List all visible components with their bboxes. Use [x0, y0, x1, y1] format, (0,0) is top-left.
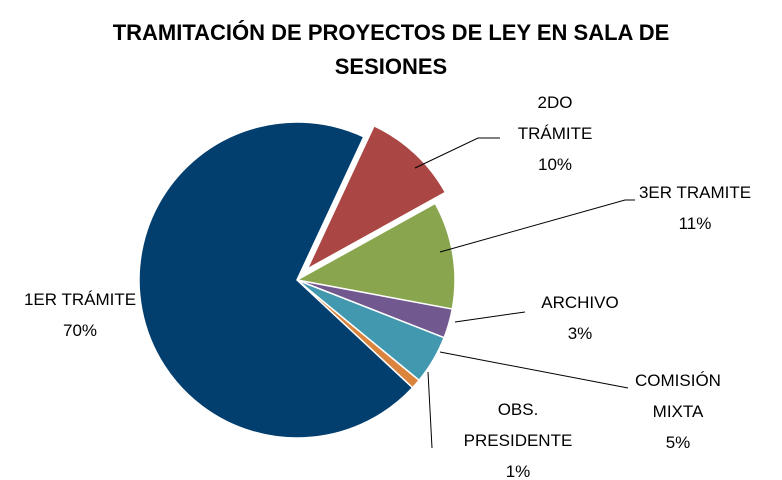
leader-line [439, 351, 629, 389]
leader-line [427, 371, 433, 449]
pie-slice [294, 202, 456, 310]
leader-line [454, 311, 526, 323]
data-label: 3ER TRAMITE 11% [620, 177, 770, 239]
leader-line [439, 199, 635, 253]
label-value: 70% [62, 321, 98, 340]
label-value: 5% [665, 433, 691, 452]
label-value: 10% [537, 155, 573, 174]
label-value: 3% [567, 324, 593, 343]
pie-slice [305, 124, 447, 271]
data-label: COMISIÓN MIXTA 5% [623, 365, 733, 458]
label-value: 11% [678, 214, 712, 233]
data-label: 2DO TRÁMITE 10% [510, 87, 600, 180]
data-label: 1ER TRÁMITE 70% [5, 284, 155, 346]
label-value: 1% [505, 462, 531, 480]
chart-title: TRAMITACIÓN DE PROYECTOS DE LEY EN SALA … [112, 20, 670, 79]
label-name: COMISIÓN MIXTA [635, 371, 721, 421]
pie-slice [138, 121, 414, 439]
label-name: 1ER TRÁMITE [23, 290, 137, 309]
label-name: 3ER TRAMITE [638, 183, 752, 202]
data-label: OBS. PRESIDENTE 1% [458, 394, 578, 480]
label-name: OBS. PRESIDENTE [463, 400, 573, 450]
data-label: ARCHIVO 3% [520, 287, 640, 349]
leader-line [414, 137, 500, 169]
label-name: ARCHIVO [541, 293, 619, 312]
label-name: 2DO TRÁMITE [517, 93, 593, 143]
